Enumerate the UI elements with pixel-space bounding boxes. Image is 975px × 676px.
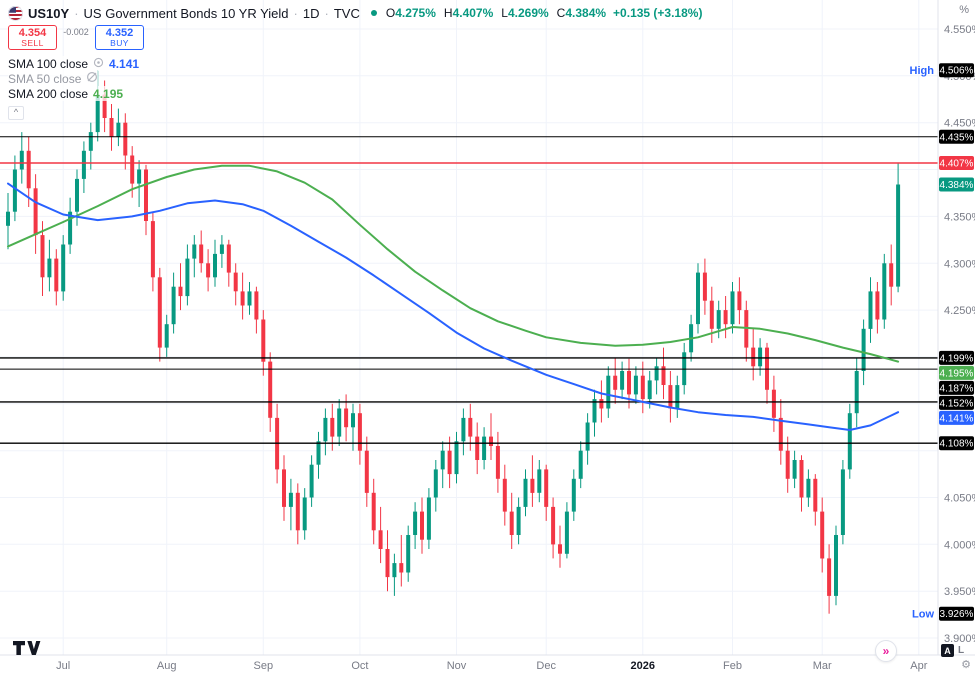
svg-text:4.000%: 4.000% [944,539,975,551]
buy-label: BUY [110,38,129,48]
svg-text:4.450%: 4.450% [944,118,975,130]
svg-text:Apr: Apr [910,660,927,672]
high-value: H4.407% [443,6,494,20]
symbol-name[interactable]: US10Y [28,5,70,21]
auto-scale-toggle[interactable]: A [941,644,954,657]
interval-label[interactable]: 1D [302,5,320,21]
svg-text:4.141%: 4.141% [940,413,974,424]
sell-label: SELL [21,38,44,48]
svg-text:3.950%: 3.950% [944,586,975,598]
svg-text:4.050%: 4.050% [944,493,975,505]
sell-price: 4.354 [18,27,47,39]
svg-text:4.384%: 4.384% [940,180,974,191]
realtime-arrow-icon: » [882,644,890,658]
svg-text:4.350%: 4.350% [944,211,975,223]
svg-text:Oct: Oct [351,660,368,672]
sell-button[interactable]: 4.354 SELL [8,25,57,50]
candles-layer [6,70,901,614]
separator: · [324,5,329,21]
market-status-icon [370,10,377,16]
spread-value: -0.002 [63,27,89,37]
buy-button[interactable]: 4.352 BUY [95,25,144,50]
chart-header: US10Y · US Government Bonds 10 YR Yield … [8,4,702,120]
svg-text:4.407%: 4.407% [940,159,974,170]
low-value: L4.269% [501,6,549,20]
close-value: C4.384% [556,6,607,20]
svg-text:4.435%: 4.435% [940,132,974,143]
svg-text:3.900%: 3.900% [944,633,975,645]
svg-text:3.926%: 3.926% [940,609,974,620]
sma200-label: SMA 200 close [8,86,89,101]
percent-scale-toggle[interactable]: % [959,4,969,16]
svg-text:Mar: Mar [813,660,832,672]
svg-text:High: High [910,65,935,77]
sma100-label: SMA 100 close [8,56,89,71]
svg-text:4.300%: 4.300% [944,258,975,270]
symbol-description: US Government Bonds 10 YR Yield [83,5,289,21]
price-axis-controls: A L [941,644,964,657]
change-value: +0.135 (+3.18%) [613,6,703,20]
sma50-label: SMA 50 close [8,71,82,86]
svg-text:Dec: Dec [536,660,556,672]
sma100-value: 4.141 [109,56,140,71]
svg-text:Low: Low [912,609,934,621]
legend-sma100[interactable]: SMA 100 close 4.141 [8,56,140,71]
buy-price: 4.352 [105,27,134,39]
svg-text:4.506%: 4.506% [940,66,974,77]
symbol-flag-icon [8,5,23,21]
open-value: O4.275% [385,6,436,20]
sma200-value: 4.195 [93,86,124,101]
go-to-realtime-button[interactable]: » [875,640,897,662]
svg-text:Sep: Sep [254,660,274,672]
exchange-label: TVC [333,5,360,21]
separator: · [293,5,298,21]
svg-text:Nov: Nov [447,660,467,672]
svg-text:Aug: Aug [157,660,177,672]
legend-sma50[interactable]: SMA 50 close [8,71,99,86]
legend-sma200[interactable]: SMA 200 close 4.195 [8,86,124,101]
separator: · [74,5,79,21]
svg-text:4.550%: 4.550% [944,24,975,36]
svg-text:Feb: Feb [723,660,742,672]
tradingview-logo[interactable] [12,640,42,661]
svg-text:4.108%: 4.108% [940,439,974,450]
symbol-title-row: US10Y · US Government Bonds 10 YR Yield … [8,4,702,22]
price-axis[interactable]: 4.550%4.500%4.450%4.350%4.300%4.250%4.05… [910,24,975,645]
svg-text:4.195%: 4.195% [940,368,974,379]
horizontal-lines-layer[interactable] [0,136,938,444]
indicator-legend: SMA 100 close 4.141 SMA 50 close SMA 200… [8,56,702,120]
svg-text:4.250%: 4.250% [944,305,975,317]
log-scale-toggle[interactable]: L [958,645,965,656]
ohlc-values: O4.275% H4.407% L4.269% C4.384% [386,6,606,20]
svg-text:2026: 2026 [631,660,655,672]
time-axis[interactable]: Jul Aug Sep Oct Nov Dec 2026 Feb Mar Apr [56,660,928,672]
legend-collapse-button[interactable]: ^ [8,106,24,120]
svg-text:4.152%: 4.152% [940,398,974,409]
buy-sell-widget: 4.354 SELL -0.002 4.352 BUY [8,25,702,50]
svg-text:4.199%: 4.199% [940,353,974,364]
svg-text:4.187%: 4.187% [940,383,974,394]
moving-averages-layer [7,164,900,431]
sma100-eye-icon[interactable] [93,57,104,71]
svg-text:Jul: Jul [56,660,70,672]
hidden-eye-icon[interactable] [86,71,98,86]
axis-settings-icon[interactable]: ⚙ [961,659,971,671]
